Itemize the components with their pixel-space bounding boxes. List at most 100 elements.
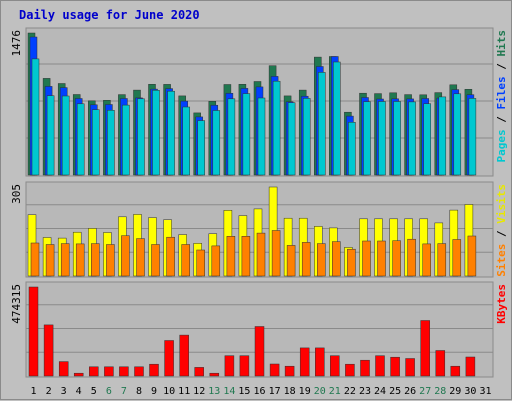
bar-kbytes-day-18 — [284, 365, 295, 377]
bar-sites-day-12 — [196, 249, 205, 277]
series-label-part: Pages — [495, 129, 508, 162]
bar-pages-day-25 — [393, 101, 401, 176]
bar-kbytes-day-26 — [405, 358, 415, 377]
bar-sites-day-23 — [362, 240, 371, 277]
x-tick-label-day-17: 17 — [269, 386, 281, 397]
bar-sites-day-10 — [166, 236, 175, 277]
bar-kbytes-day-16 — [254, 326, 265, 377]
y-max-label-middle: 305 — [10, 184, 23, 204]
series-label-part: / — [495, 57, 508, 77]
bar-kbytes-day-23 — [360, 359, 370, 377]
bar-kbytes-day-21 — [330, 355, 340, 377]
bar-kbytes-day-12 — [194, 367, 204, 377]
bar-sites-day-25 — [392, 240, 401, 277]
bar-kbytes-day-9 — [149, 363, 159, 377]
bar-pages-day-17 — [272, 80, 281, 176]
x-tick-label-day-28: 28 — [434, 386, 446, 397]
bar-sites-day-20 — [317, 243, 326, 277]
bar-kbytes-day-6 — [104, 366, 114, 377]
series-label-part: Files — [495, 76, 508, 109]
bar-kbytes-day-29 — [450, 365, 461, 377]
bar-sites-day-21 — [332, 241, 341, 277]
bar-pages-day-15 — [242, 93, 251, 176]
bar-sites-day-5 — [91, 243, 100, 277]
bar-pages-day-13 — [212, 110, 221, 176]
bar-sites-day-18 — [286, 245, 296, 277]
series-label-bottom: KBytes — [495, 284, 508, 324]
bar-kbytes-day-15 — [239, 355, 250, 377]
bar-kbytes-day-27 — [420, 320, 430, 377]
bar-kbytes-day-7 — [119, 366, 129, 377]
x-tick-label-day-13: 13 — [208, 386, 220, 397]
bar-pages-day-12 — [197, 120, 205, 176]
bar-pages-day-20 — [318, 72, 326, 176]
y-max-label-bottom: 474315 — [10, 284, 23, 324]
bar-kbytes-day-28 — [435, 350, 446, 377]
bar-pages-day-5 — [92, 109, 100, 176]
x-tick-label-day-22: 22 — [344, 386, 356, 397]
y-max-label-top: 1476 — [10, 30, 23, 57]
bar-kbytes-day-13 — [209, 372, 220, 377]
x-tick-label-day-18: 18 — [284, 386, 296, 397]
x-tick-label-day-9: 9 — [151, 386, 157, 397]
bar-pages-day-22 — [348, 122, 356, 176]
bar-pages-day-14 — [227, 98, 236, 176]
x-tick-label-day-29: 29 — [449, 386, 461, 397]
bar-pages-day-8 — [137, 98, 145, 176]
bar-kbytes-day-19 — [299, 347, 310, 377]
bar-kbytes-day-17 — [269, 363, 280, 377]
x-tick-label-day-25: 25 — [389, 386, 401, 397]
bar-pages-day-6 — [107, 110, 115, 176]
x-tick-label-day-15: 15 — [238, 386, 250, 397]
x-tick-label-day-31: 31 — [479, 386, 491, 397]
bar-pages-day-11 — [182, 106, 190, 176]
bar-kbytes-day-2 — [43, 324, 54, 377]
bar-sites-day-14 — [226, 236, 236, 277]
x-tick-label-day-14: 14 — [223, 386, 235, 397]
bar-pages-day-29 — [453, 93, 462, 176]
x-tick-label-day-12: 12 — [193, 386, 205, 397]
bar-kbytes-day-20 — [315, 347, 325, 377]
bar-pages-day-3 — [61, 95, 70, 176]
x-tick-label-day-1: 1 — [30, 386, 36, 397]
series-label-part: Visits — [495, 184, 508, 224]
bar-sites-day-15 — [241, 236, 251, 277]
x-tick-label-day-10: 10 — [163, 386, 175, 397]
bar-pages-day-24 — [378, 101, 386, 176]
x-tick-label-day-8: 8 — [136, 386, 142, 397]
x-tick-label-day-5: 5 — [91, 386, 97, 397]
bar-pages-day-23 — [363, 101, 371, 176]
bar-sites-day-26 — [407, 238, 416, 277]
series-label-part: KBytes — [495, 284, 508, 324]
bar-kbytes-day-4 — [73, 372, 84, 377]
bar-sites-day-7 — [121, 235, 130, 277]
x-tick-label-day-3: 3 — [61, 386, 67, 397]
bar-pages-day-16 — [257, 97, 266, 176]
bar-pages-day-26 — [408, 101, 416, 176]
bar-kbytes-day-8 — [134, 366, 144, 377]
bar-sites-day-13 — [211, 245, 221, 277]
x-tick-label-day-2: 2 — [46, 386, 52, 397]
x-tick-label-day-21: 21 — [329, 386, 341, 397]
bar-sites-day-17 — [271, 230, 281, 277]
bar-pages-day-28 — [438, 96, 447, 176]
bar-kbytes-day-14 — [224, 355, 235, 377]
series-label-top: Pages / Files / Hits — [495, 30, 508, 163]
bar-kbytes-day-22 — [345, 363, 355, 377]
bar-sites-day-3 — [60, 243, 70, 277]
bar-sites-day-2 — [45, 244, 55, 277]
x-tick-label-day-4: 4 — [76, 386, 82, 397]
bar-pages-day-18 — [287, 102, 296, 176]
bar-kbytes-day-1 — [28, 286, 39, 377]
bar-pages-day-10 — [167, 90, 175, 176]
bar-sites-day-30 — [467, 235, 477, 277]
x-tick-label-day-26: 26 — [404, 386, 416, 397]
bar-pages-day-7 — [122, 104, 130, 176]
x-tick-label-day-16: 16 — [253, 386, 265, 397]
x-tick-label-day-23: 23 — [359, 386, 371, 397]
x-tick-label-day-7: 7 — [121, 386, 127, 397]
bar-sites-day-1 — [30, 242, 40, 277]
series-label-part: / — [495, 110, 508, 130]
